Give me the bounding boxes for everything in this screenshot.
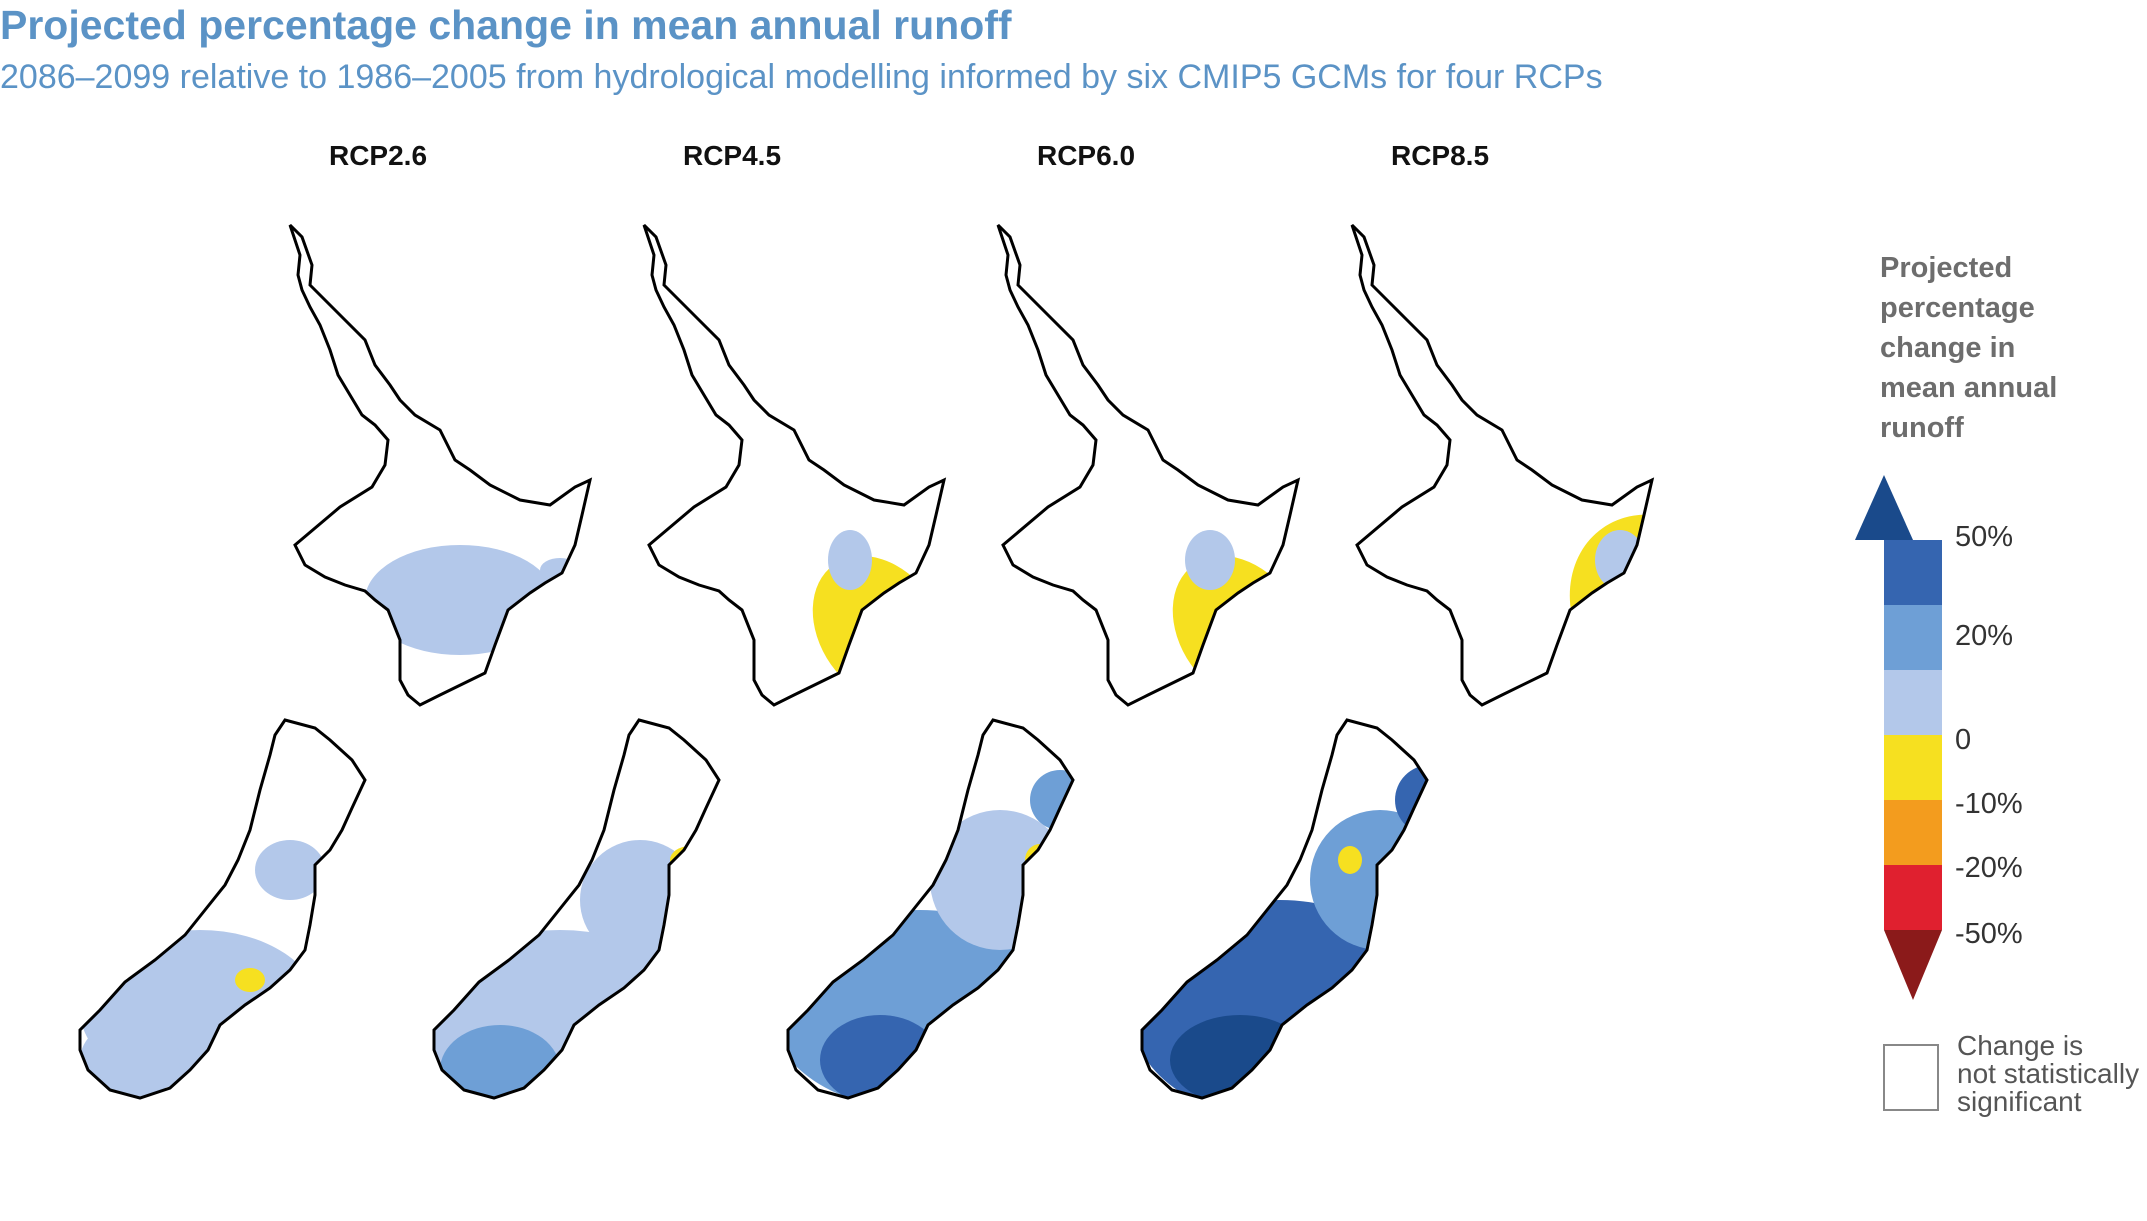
legend-tick-neg20: -20% [1955, 852, 2023, 884]
map-panel-rcp85 [1140, 223, 1654, 1100]
legend-title-line: mean annual [1880, 372, 2058, 404]
legend-not-significant-box [1883, 1044, 1939, 1111]
north-island-outline [996, 223, 1300, 707]
legend-tick-neg50: -50% [1955, 918, 2023, 950]
legend-swatch-20 [1884, 605, 1942, 670]
legend-tick-neg10: -10% [1955, 788, 2023, 820]
legend-swatch-neg50 [1884, 865, 1942, 930]
panel-label-rcp60: RCP6.0 [1036, 140, 1136, 171]
legend-arrow-down [1884, 930, 1942, 1000]
legend-colorbar [1855, 475, 1942, 1111]
legend-not-significant-label: Change is not statistically significant [1957, 1032, 2139, 1116]
panel-label-rcp26: RCP2.6 [328, 140, 428, 171]
legend-swatch-neg20 [1884, 800, 1942, 865]
legend-arrow-up [1855, 475, 1913, 540]
panel-label-rcp85: RCP8.5 [1390, 140, 1490, 171]
legend-ns-line: significant [1957, 1086, 2082, 1117]
panel-label-rcp45: RCP4.5 [682, 140, 782, 171]
legend-swatch-0 [1884, 670, 1942, 735]
legend-title-line: change in [1880, 332, 2016, 364]
legend-ns-line: Change is [1957, 1030, 2084, 1061]
north-island-outline [1350, 223, 1654, 707]
legend-title: Projected percentage change in mean annu… [1880, 248, 2057, 448]
north-island-outline [642, 223, 946, 707]
legend-tick-20: 20% [1955, 620, 2014, 652]
legend-swatch-50 [1884, 540, 1942, 605]
legend-ns-line: not statistically [1957, 1058, 2140, 1089]
legend-tick-50: 50% [1955, 521, 2014, 553]
legend-title-line: Projected [1880, 252, 2013, 284]
legend-title-line: runoff [1880, 412, 1964, 444]
map-subtitle: 2086–2099 relative to 1986–2005 from hyd… [0, 58, 1603, 96]
map-title: Projected percentage change in mean annu… [0, 2, 1012, 48]
legend-tick-0: 0 [1955, 724, 1972, 756]
legend-swatch-neg10 [1884, 735, 1942, 800]
legend-title-line: percentage [1880, 292, 2035, 324]
